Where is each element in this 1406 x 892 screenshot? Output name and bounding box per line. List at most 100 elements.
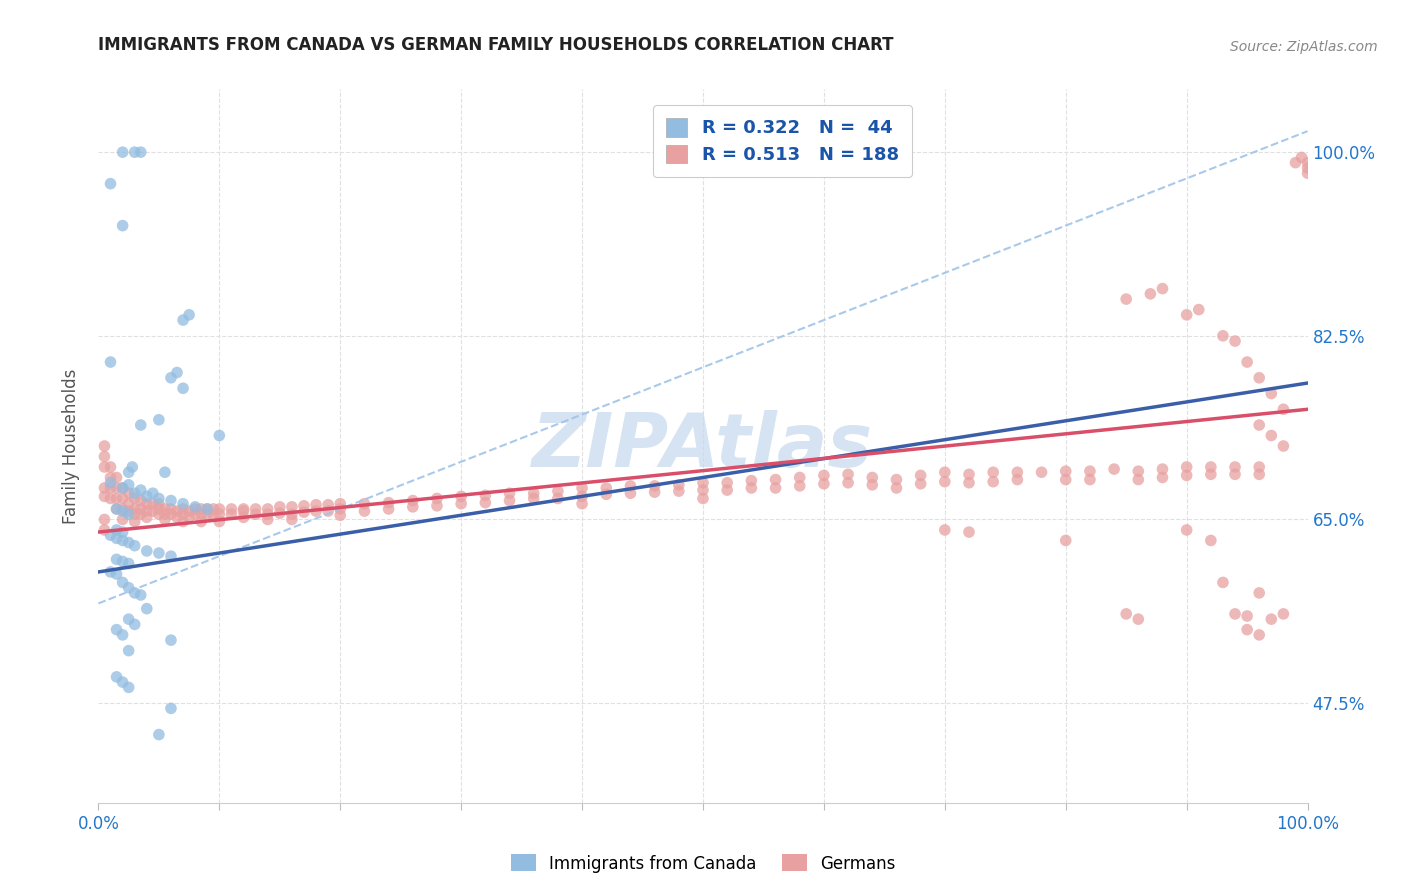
Point — [118, 612, 141, 626]
Point — [105, 670, 128, 684]
Point — [93, 450, 115, 464]
Point — [124, 539, 146, 553]
Point — [498, 493, 520, 508]
Point — [245, 502, 267, 516]
Point — [190, 515, 212, 529]
Point — [135, 504, 157, 518]
Point — [124, 491, 146, 506]
Point — [957, 467, 980, 482]
Point — [105, 502, 128, 516]
Point — [160, 493, 183, 508]
Point — [1188, 302, 1211, 317]
Point — [142, 504, 165, 518]
Point — [860, 478, 883, 492]
Point — [692, 491, 714, 506]
Point — [716, 475, 738, 490]
Point — [1296, 155, 1319, 169]
Point — [160, 633, 183, 648]
Point — [100, 565, 122, 579]
Point — [118, 507, 141, 521]
Point — [148, 502, 170, 516]
Point — [208, 515, 231, 529]
Point — [1272, 439, 1295, 453]
Point — [1272, 402, 1295, 417]
Point — [619, 479, 641, 493]
Point — [595, 487, 617, 501]
Point — [740, 481, 762, 495]
Point — [329, 497, 352, 511]
Point — [124, 617, 146, 632]
Point — [1054, 464, 1077, 478]
Point — [281, 507, 304, 521]
Point — [1223, 467, 1246, 482]
Point — [981, 475, 1004, 489]
Point — [353, 504, 375, 518]
Point — [1296, 166, 1319, 180]
Point — [571, 497, 593, 511]
Point — [716, 483, 738, 497]
Point — [148, 491, 170, 506]
Point — [135, 601, 157, 615]
Point — [121, 460, 143, 475]
Point — [190, 507, 212, 521]
Point — [184, 502, 207, 516]
Point — [160, 549, 183, 564]
Point — [256, 502, 278, 516]
Point — [1007, 465, 1029, 479]
Point — [129, 493, 152, 508]
Point — [426, 491, 449, 506]
Point — [498, 486, 520, 500]
Point — [1175, 308, 1198, 322]
Point — [111, 675, 134, 690]
Point — [135, 489, 157, 503]
Point — [118, 681, 141, 695]
Point — [305, 498, 328, 512]
Point — [160, 701, 183, 715]
Point — [111, 502, 134, 516]
Point — [100, 528, 122, 542]
Point — [129, 507, 152, 521]
Point — [160, 507, 183, 521]
Point — [860, 470, 883, 484]
Point — [740, 474, 762, 488]
Point — [1272, 607, 1295, 621]
Point — [179, 504, 201, 518]
Point — [100, 355, 122, 369]
Point — [111, 512, 134, 526]
Point — [232, 504, 254, 518]
Point — [148, 413, 170, 427]
Point — [93, 523, 115, 537]
Point — [329, 508, 352, 523]
Point — [129, 588, 152, 602]
Point — [111, 533, 134, 548]
Point — [172, 381, 194, 395]
Point — [934, 523, 956, 537]
Point — [100, 177, 122, 191]
Point — [402, 500, 425, 514]
Point — [256, 512, 278, 526]
Point — [135, 497, 157, 511]
Point — [111, 219, 134, 233]
Point — [105, 481, 128, 495]
Point — [118, 497, 141, 511]
Legend: R = 0.322   N =  44, R = 0.513   N = 188: R = 0.322 N = 44, R = 0.513 N = 188 — [654, 105, 911, 177]
Point — [789, 470, 811, 484]
Point — [619, 486, 641, 500]
Point — [377, 502, 399, 516]
Point — [118, 581, 141, 595]
Point — [245, 507, 267, 521]
Point — [105, 552, 128, 566]
Point — [668, 478, 690, 492]
Point — [692, 483, 714, 497]
Point — [474, 496, 496, 510]
Point — [813, 476, 835, 491]
Point — [111, 554, 134, 568]
Point — [1078, 473, 1101, 487]
Point — [111, 145, 134, 160]
Point — [571, 481, 593, 495]
Point — [450, 489, 472, 503]
Point — [1128, 612, 1150, 626]
Point — [329, 502, 352, 516]
Point — [1128, 473, 1150, 487]
Point — [93, 512, 115, 526]
